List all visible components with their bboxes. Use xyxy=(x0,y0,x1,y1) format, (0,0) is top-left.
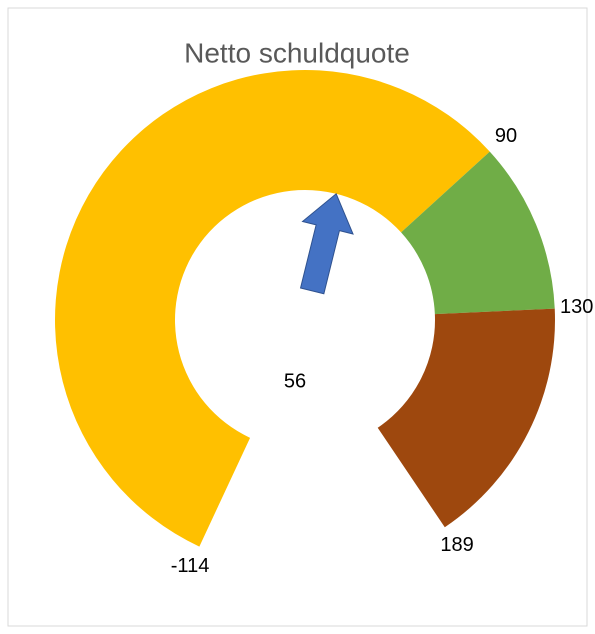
segment-label: 130 xyxy=(560,296,593,318)
gauge-segment xyxy=(377,308,555,528)
segment-label: 90 xyxy=(495,125,517,147)
gauge-segment xyxy=(401,151,555,315)
chart-title: Netto schuldquote xyxy=(184,37,410,68)
needle-label: 56 xyxy=(284,370,306,392)
min-label: -114 xyxy=(171,555,210,577)
gauge-segment xyxy=(54,70,490,547)
needle xyxy=(299,192,354,295)
segment-label: 189 xyxy=(440,534,473,556)
needle-arrow xyxy=(299,192,354,295)
